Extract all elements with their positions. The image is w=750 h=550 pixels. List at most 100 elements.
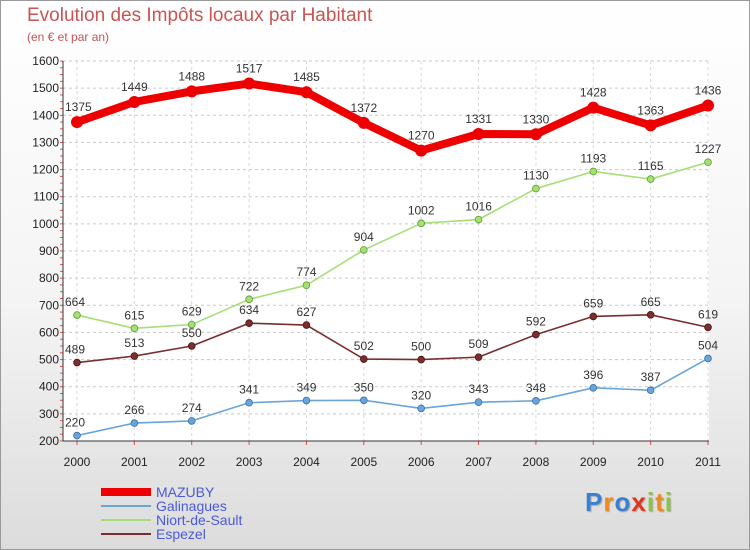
data-point bbox=[245, 319, 253, 328]
x-tick-label: 2005 bbox=[350, 455, 377, 469]
data-label: 266 bbox=[124, 403, 144, 417]
data-point bbox=[185, 85, 198, 98]
data-label: 348 bbox=[526, 381, 546, 395]
legend-swatch bbox=[101, 533, 151, 535]
data-point bbox=[128, 95, 141, 108]
data-label: 1449 bbox=[121, 80, 148, 94]
data-label: 489 bbox=[65, 343, 85, 357]
data-label: 659 bbox=[583, 296, 603, 310]
data-label: 1002 bbox=[408, 203, 435, 217]
data-point bbox=[646, 310, 655, 319]
data-label: 627 bbox=[296, 305, 316, 319]
series-line-3 bbox=[76, 313, 709, 364]
x-tick-label: 2011 bbox=[695, 455, 721, 469]
data-label: 343 bbox=[469, 382, 489, 396]
data-point bbox=[357, 116, 370, 129]
data-label: 1517 bbox=[236, 62, 263, 76]
data-label: 1227 bbox=[695, 142, 722, 156]
y-tick-label: 200 bbox=[39, 434, 59, 448]
data-point bbox=[245, 295, 253, 304]
y-tick-label: 600 bbox=[39, 325, 59, 339]
data-point bbox=[589, 383, 598, 392]
data-label: 320 bbox=[411, 388, 431, 402]
data-label: 722 bbox=[239, 279, 259, 293]
data-label: 504 bbox=[698, 338, 718, 352]
data-point bbox=[71, 116, 83, 129]
data-label: 619 bbox=[698, 307, 718, 321]
data-point bbox=[472, 128, 485, 141]
legend-label: Espezel bbox=[156, 526, 206, 542]
legend-swatch bbox=[101, 505, 151, 507]
data-point bbox=[589, 312, 598, 321]
data-point bbox=[245, 398, 253, 407]
y-tick-label: 1000 bbox=[32, 217, 59, 231]
data-label: 1372 bbox=[350, 101, 377, 115]
x-tick-label: 2002 bbox=[178, 455, 205, 469]
data-point bbox=[360, 355, 368, 363]
y-tick-label: 800 bbox=[39, 271, 59, 285]
legend-swatch bbox=[101, 488, 151, 496]
data-point bbox=[360, 396, 368, 405]
data-label: 1436 bbox=[695, 84, 722, 98]
data-point bbox=[589, 167, 598, 176]
chart-title: Evolution des Impôts locaux par Habitant bbox=[27, 5, 373, 26]
data-label: 1428 bbox=[580, 86, 607, 100]
data-point bbox=[417, 219, 425, 228]
data-point bbox=[300, 86, 313, 99]
data-point bbox=[417, 404, 425, 413]
y-tick-label: 900 bbox=[39, 244, 59, 258]
data-label: 664 bbox=[65, 295, 85, 309]
data-point bbox=[646, 175, 655, 183]
data-point bbox=[532, 397, 540, 405]
data-label: 341 bbox=[239, 383, 259, 397]
data-label: 1130 bbox=[523, 169, 549, 183]
data-label: 349 bbox=[296, 381, 316, 395]
legend-label: Galinagues bbox=[156, 498, 227, 514]
data-label: 1363 bbox=[637, 103, 664, 117]
data-label: 615 bbox=[124, 308, 144, 322]
y-tick-label: 1500 bbox=[32, 81, 59, 95]
y-tick-label: 1400 bbox=[32, 108, 59, 122]
legend-label: MAZUBY bbox=[156, 484, 215, 500]
data-point bbox=[474, 215, 483, 224]
data-point bbox=[532, 330, 540, 339]
data-point bbox=[704, 354, 712, 363]
data-label: 513 bbox=[124, 336, 144, 350]
data-point bbox=[130, 324, 139, 333]
data-label: 500 bbox=[411, 340, 431, 354]
data-point bbox=[702, 99, 714, 112]
data-point bbox=[243, 77, 256, 90]
x-tick-label: 2007 bbox=[465, 455, 492, 469]
proxiti-logo: Proxiti bbox=[585, 487, 673, 517]
data-label: 629 bbox=[182, 305, 202, 319]
series-line-2 bbox=[76, 161, 709, 330]
data-label: 1270 bbox=[408, 129, 435, 143]
data-point bbox=[360, 246, 368, 254]
x-tick-label: 2009 bbox=[580, 455, 607, 469]
x-tick-label: 2010 bbox=[637, 455, 664, 469]
data-label: 1330 bbox=[523, 112, 550, 126]
data-label: 509 bbox=[469, 337, 489, 351]
data-label: 774 bbox=[296, 265, 316, 279]
data-point bbox=[73, 311, 81, 319]
data-point bbox=[704, 323, 712, 332]
x-tick-label: 2001 bbox=[121, 455, 148, 469]
data-label: 634 bbox=[239, 303, 259, 317]
data-point bbox=[532, 184, 540, 193]
legend-label: Niort-de-Sault bbox=[156, 512, 243, 528]
series-line-0 bbox=[73, 79, 712, 155]
data-label: 350 bbox=[354, 380, 374, 394]
x-tick-label: 2000 bbox=[64, 455, 91, 469]
data-label: 396 bbox=[583, 368, 603, 382]
data-point bbox=[73, 431, 81, 440]
data-label: 1488 bbox=[178, 69, 205, 83]
y-tick-label: 1100 bbox=[33, 190, 59, 204]
data-point bbox=[415, 144, 428, 157]
data-label: 592 bbox=[526, 315, 546, 329]
data-label: 1165 bbox=[638, 159, 664, 173]
data-point bbox=[187, 320, 196, 329]
data-label: 1375 bbox=[65, 100, 92, 114]
data-label: 665 bbox=[641, 295, 661, 309]
